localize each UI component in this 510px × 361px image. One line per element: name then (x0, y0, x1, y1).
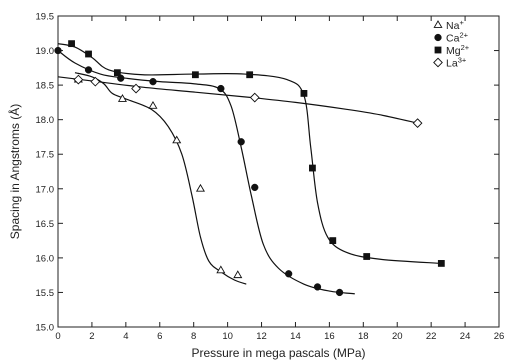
curve-na (74, 72, 247, 285)
x-axis-label: Pressure in mega pascals (MPa) (191, 346, 365, 360)
point-ca (54, 46, 62, 55)
legend-label-mg: Mg2+ (446, 43, 470, 57)
point-na (148, 100, 158, 109)
point-mg (113, 69, 121, 77)
point-mg (309, 164, 316, 172)
y-tick-label: 16.0 (36, 253, 55, 264)
legend-marker-na (433, 20, 443, 28)
legend-charge: 2+ (461, 43, 470, 52)
legend-charge: + (459, 18, 464, 27)
point-na (216, 265, 226, 274)
y-tick-label: 15.5 (36, 288, 55, 299)
legend-label-ca: Ca2+ (446, 31, 469, 45)
y-tick-label: 15.0 (36, 323, 55, 334)
point-ca (285, 270, 293, 278)
x-tick-label: 0 (55, 331, 60, 342)
point-ca (149, 78, 157, 86)
x-tick-label: 20 (392, 331, 403, 342)
point-la (131, 83, 141, 94)
x-tick-label: 2 (89, 331, 94, 342)
legend-name: Ca (446, 33, 460, 45)
legend-charge: 3+ (458, 56, 467, 65)
y-axis-label: Spacing in Angstroms (Å) (7, 104, 22, 239)
point-mg (437, 260, 445, 267)
curve-la (57, 76, 418, 124)
legend-charge: 2+ (459, 31, 468, 40)
curves-group (57, 43, 442, 295)
legend-marker-la (433, 57, 443, 68)
x-tick-label: 26 (494, 331, 505, 342)
point-mg (68, 40, 75, 48)
point-mg (85, 50, 92, 58)
legend-name: Mg (446, 45, 461, 57)
plot-frame-group (57, 15, 500, 328)
point-na (233, 270, 243, 279)
point-mg (246, 71, 254, 79)
x-tick-label: 22 (426, 331, 437, 342)
legend-label-na: Na+ (446, 18, 464, 32)
x-tick-label: 4 (123, 331, 128, 342)
x-tick-label: 8 (191, 331, 196, 342)
legend-marker-mg (434, 46, 442, 54)
point-la (90, 76, 101, 87)
x-tick-label: 14 (290, 331, 301, 342)
point-ca (251, 183, 259, 192)
y-tick-label: 17.5 (36, 150, 55, 161)
legend-marker-ca (434, 33, 442, 42)
y-tick-label: 19.5 (36, 12, 55, 23)
y-tick-label: 19.0 (36, 46, 55, 57)
point-ca (313, 283, 322, 291)
plot-area-border (57, 15, 500, 328)
axis-ticks-group: 0 2 4 6 8 10 12 14 16 18 20 22 24 2615.015.516.016.51… (36, 12, 505, 343)
x-tick-label: 16 (324, 331, 335, 342)
point-la (249, 92, 260, 103)
y-tick-label: 16.5 (36, 219, 55, 230)
curve-ca (57, 50, 355, 295)
x-tick-label: 10 (222, 331, 233, 342)
point-mg (329, 237, 337, 245)
point-ca (217, 84, 225, 93)
x-tick-label: 6 (157, 331, 162, 342)
curve-mg (57, 43, 442, 265)
point-mg (363, 253, 371, 260)
y-tick-label: 18.5 (36, 81, 55, 92)
y-tick-label: 17.0 (36, 184, 55, 195)
point-la (73, 74, 84, 85)
point-la (412, 118, 423, 129)
point-ca (84, 66, 93, 74)
legend-name: Na (446, 20, 460, 32)
x-tick-label: 18 (358, 331, 369, 342)
y-tick-label: 18.0 (36, 115, 55, 126)
legend: Na+Ca2+Mg2+La3+ (433, 18, 470, 70)
point-ca (237, 138, 245, 146)
point-ca (335, 288, 344, 297)
point-mg (300, 90, 308, 97)
point-na (195, 183, 205, 192)
points-group (54, 40, 445, 297)
legend-label-la: La3+ (446, 56, 467, 70)
x-tick-label: 12 (256, 331, 267, 342)
point-na (172, 135, 182, 144)
legend-name: La (446, 58, 458, 70)
point-mg (191, 71, 199, 79)
point-na (117, 94, 127, 102)
x-tick-label: 24 (460, 331, 471, 342)
